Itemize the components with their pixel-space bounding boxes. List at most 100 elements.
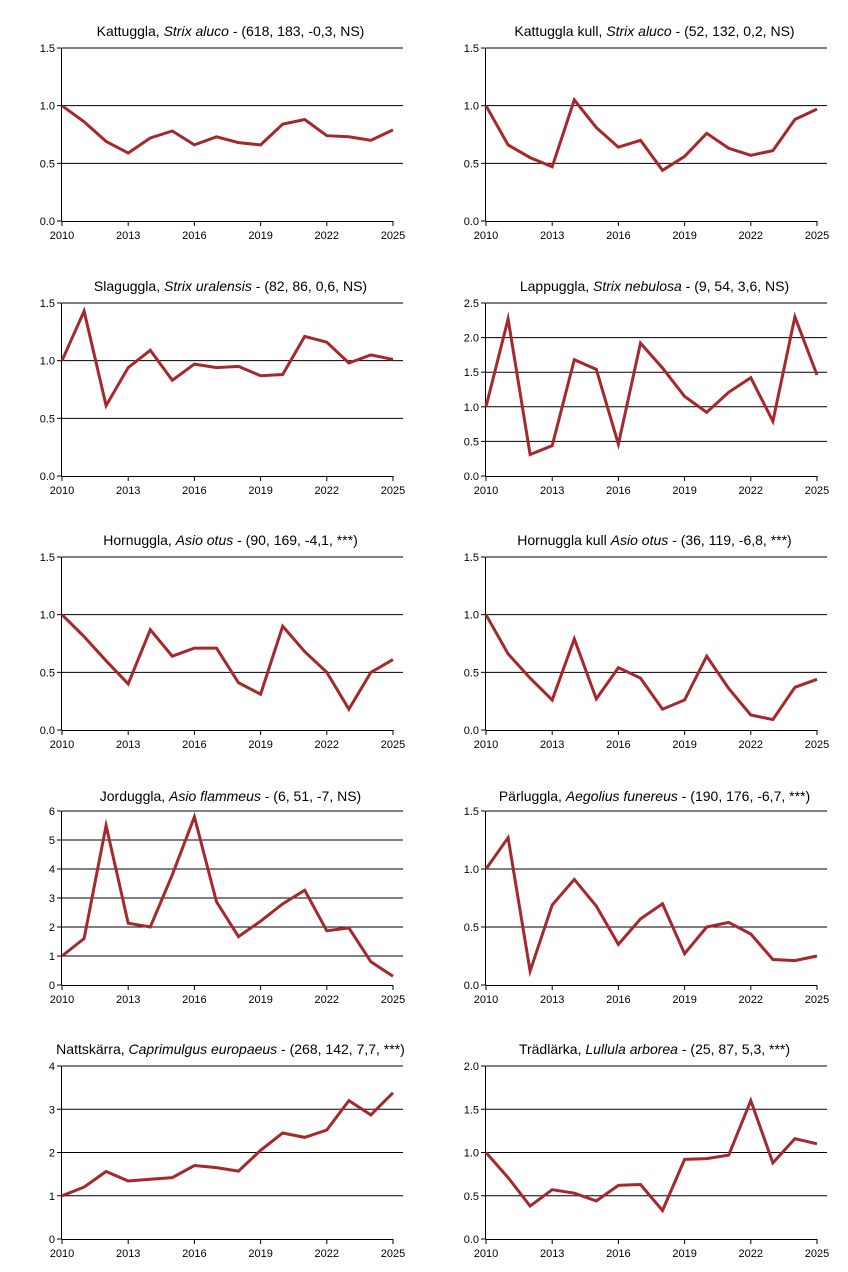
y-tick-label: 1.5 bbox=[464, 806, 479, 818]
x-tick-label: 2022 bbox=[739, 1248, 763, 1260]
y-tick-label: 1.0 bbox=[464, 402, 479, 414]
x-tick-label: 2019 bbox=[248, 739, 272, 751]
x-tick-label: 2022 bbox=[315, 230, 339, 242]
y-tick-label: 1.5 bbox=[464, 43, 479, 55]
y-tick-label: 0.5 bbox=[40, 667, 55, 679]
y-tick-label: 1.0 bbox=[464, 101, 479, 113]
x-tick-label: 2016 bbox=[182, 485, 206, 497]
y-tick-label: 0.5 bbox=[40, 158, 55, 170]
x-tick-label: 2016 bbox=[182, 739, 206, 751]
x-tick-label: 2019 bbox=[672, 739, 696, 751]
x-tick-label: 2025 bbox=[381, 230, 405, 242]
x-tick-label: 2019 bbox=[672, 485, 696, 497]
x-tick-label: 2016 bbox=[606, 994, 630, 1006]
chart-panel-7: Jorduggla, Asio flammeus - (6, 51, -7, N… bbox=[49, 788, 405, 1006]
x-tick-label: 2013 bbox=[116, 230, 140, 242]
x-tick-label: 2022 bbox=[739, 739, 763, 751]
chart-title: Pärluggla, Aegolius funereus - (190, 176… bbox=[499, 788, 810, 804]
chart-title-stats: - (9, 54, 3,6, NS) bbox=[682, 278, 789, 294]
series-line bbox=[61, 104, 394, 155]
chart-title-stats: - (82, 86, 0,6, NS) bbox=[252, 278, 367, 294]
y-tick-label: 0.0 bbox=[40, 216, 55, 228]
x-tick-label: 2019 bbox=[672, 994, 696, 1006]
x-tick-label: 2016 bbox=[606, 739, 630, 751]
x-tick-label: 2010 bbox=[50, 230, 74, 242]
x-tick-label: 2019 bbox=[248, 1248, 272, 1260]
chart-title-species: Strix nebulosa bbox=[593, 278, 682, 294]
y-tick-label: 1.5 bbox=[40, 298, 55, 310]
y-tick-label: 3 bbox=[49, 893, 55, 905]
chart-title-name: Hornuggla, bbox=[103, 532, 175, 548]
chart-title-species: Aegolius funereus bbox=[565, 788, 678, 804]
x-tick-label: 2025 bbox=[381, 994, 405, 1006]
x-tick-label: 2022 bbox=[739, 994, 763, 1006]
chart-title-name: Jorduggla, bbox=[100, 788, 169, 804]
y-tick-label: 0 bbox=[49, 1234, 55, 1246]
y-tick-label: 1 bbox=[49, 951, 55, 963]
x-tick-label: 2019 bbox=[248, 230, 272, 242]
chart-title-species: Strix aluco bbox=[164, 23, 230, 39]
chart-title-species: Strix uralensis bbox=[164, 278, 252, 294]
y-tick-label: 0.0 bbox=[464, 471, 479, 483]
chart-title: Nattskärra, Caprimulgus europaeus - (268… bbox=[56, 1041, 405, 1057]
chart-title-stats: - (90, 169, -4,1, ***) bbox=[233, 532, 358, 548]
y-tick-label: 1.0 bbox=[40, 101, 55, 113]
y-tick-label: 2.0 bbox=[464, 1061, 479, 1073]
y-tick-label: 5 bbox=[49, 835, 55, 847]
y-tick-label: 0.0 bbox=[40, 725, 55, 737]
series-line bbox=[61, 811, 394, 978]
chart-title-stats: - (25, 87, 5,3, ***) bbox=[678, 1041, 790, 1057]
x-tick-label: 2010 bbox=[474, 230, 498, 242]
x-tick-label: 2016 bbox=[606, 1248, 630, 1260]
chart-title-name: Kattuggla kull, bbox=[514, 23, 606, 39]
chart-title-species: Asio otus bbox=[610, 532, 669, 548]
chart-title-name: Lappuggla, bbox=[520, 278, 593, 294]
chart-panel-6: Hornuggla kull Asio otus - (36, 119, -6,… bbox=[464, 532, 830, 751]
x-tick-label: 2016 bbox=[182, 994, 206, 1006]
series-line bbox=[484, 833, 818, 978]
y-tick-label: 2.5 bbox=[464, 298, 479, 310]
x-tick-label: 2022 bbox=[315, 1248, 339, 1260]
y-tick-label: 0.5 bbox=[40, 413, 55, 425]
chart-title-species: Caprimulgus europaeus bbox=[129, 1041, 278, 1057]
y-tick-label: 1.5 bbox=[464, 1104, 479, 1116]
y-tick-label: 1.5 bbox=[464, 367, 479, 379]
chart-title-stats: - (618, 183, -0,3, NS) bbox=[229, 23, 364, 39]
x-tick-label: 2013 bbox=[540, 739, 564, 751]
y-tick-label: 0.5 bbox=[464, 158, 479, 170]
x-tick-label: 2019 bbox=[248, 994, 272, 1006]
y-tick-label: 1.0 bbox=[464, 864, 479, 876]
y-tick-label: 4 bbox=[49, 864, 55, 876]
x-tick-label: 2013 bbox=[116, 739, 140, 751]
chart-title: Slaguggla, Strix uralensis - (82, 86, 0,… bbox=[94, 278, 367, 294]
chart-panel-3: Slaguggla, Strix uralensis - (82, 86, 0,… bbox=[40, 278, 406, 497]
y-tick-label: 0 bbox=[49, 980, 55, 992]
series-line bbox=[61, 1091, 395, 1198]
chart-title: Hornuggla, Asio otus - (90, 169, -4,1, *… bbox=[103, 532, 358, 548]
chart-title: Jorduggla, Asio flammeus - (6, 51, -7, N… bbox=[100, 788, 361, 804]
chart-title: Hornuggla kull Asio otus - (36, 119, -6,… bbox=[517, 532, 791, 548]
chart-title-name: Pärluggla, bbox=[499, 788, 566, 804]
series-line bbox=[60, 613, 394, 713]
y-tick-label: 1.0 bbox=[40, 610, 55, 622]
y-tick-label: 0.0 bbox=[464, 980, 479, 992]
x-tick-label: 2013 bbox=[116, 485, 140, 497]
x-tick-label: 2013 bbox=[116, 1248, 140, 1260]
x-tick-label: 2019 bbox=[248, 485, 272, 497]
chart-title-species: Asio flammeus bbox=[168, 788, 261, 804]
chart-title-name: Hornuggla kull bbox=[517, 532, 610, 548]
chart-title-stats: - (190, 176, -6,7, ***) bbox=[678, 788, 810, 804]
x-tick-label: 2010 bbox=[474, 485, 498, 497]
chart-title-species: Lullula arborea bbox=[585, 1041, 678, 1057]
x-tick-label: 2013 bbox=[540, 230, 564, 242]
x-tick-label: 2025 bbox=[805, 739, 829, 751]
y-tick-label: 1.5 bbox=[464, 552, 479, 564]
chart-title-name: Kattuggla, bbox=[97, 23, 164, 39]
x-tick-label: 2025 bbox=[805, 230, 829, 242]
chart-title-stats: - (52, 132, 0,2, NS) bbox=[672, 23, 795, 39]
y-tick-label: 0.5 bbox=[464, 1191, 479, 1203]
x-tick-label: 2022 bbox=[315, 485, 339, 497]
y-tick-label: 0.5 bbox=[464, 922, 479, 934]
chart-title-stats: - (268, 142, 7,7, ***) bbox=[277, 1041, 405, 1057]
